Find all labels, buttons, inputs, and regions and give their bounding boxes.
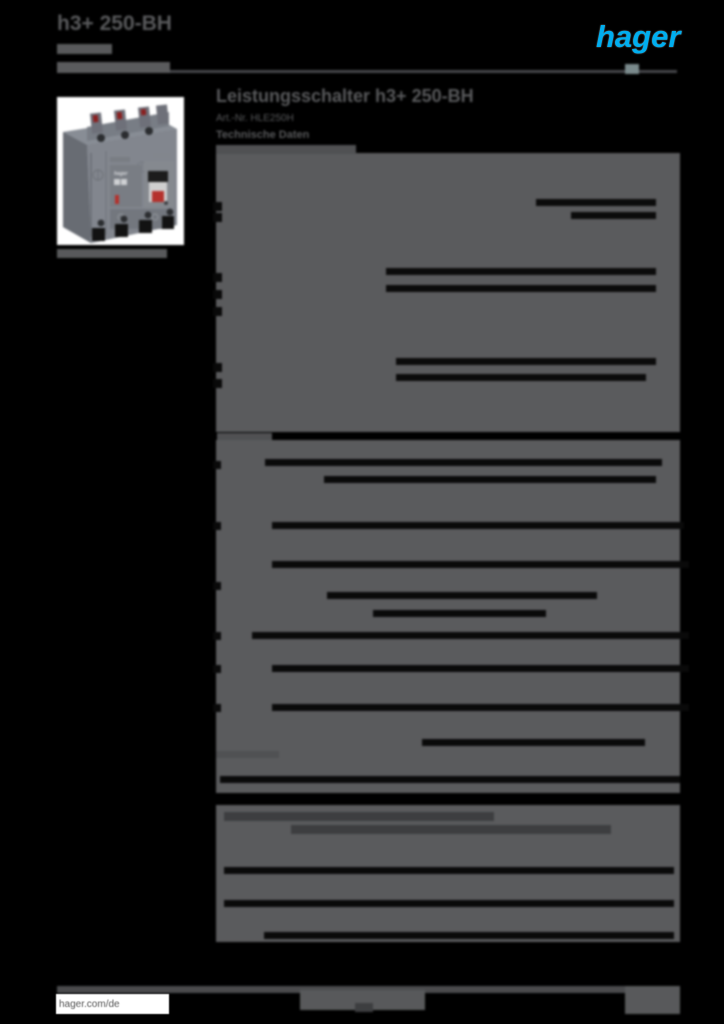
svg-text:hager: hager [596,19,682,54]
svg-text:hager: hager [114,171,129,177]
